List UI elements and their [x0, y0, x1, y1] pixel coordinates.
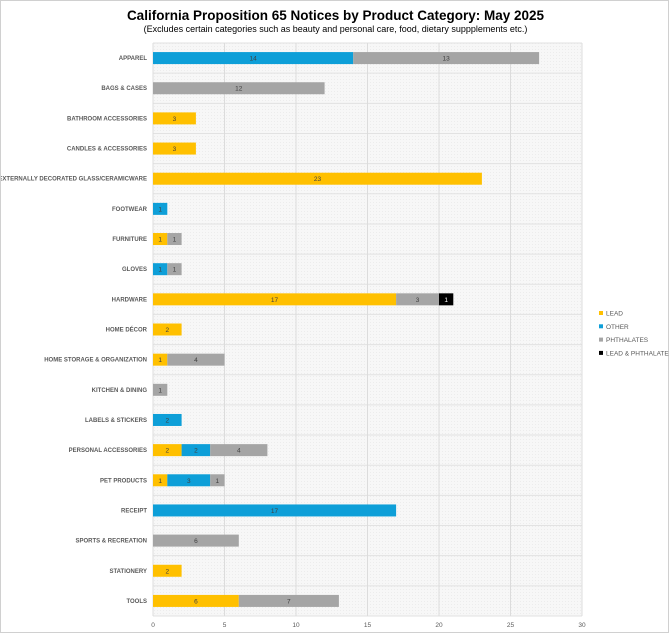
- bar-segment: [153, 413, 182, 426]
- data-label: 2: [165, 417, 169, 424]
- bar-segment: [153, 293, 397, 306]
- data-label: 6: [194, 538, 198, 545]
- category-label: LABELS & STICKERS: [85, 418, 147, 424]
- bar-segment: [167, 353, 225, 366]
- bar-segment: [210, 474, 225, 487]
- category-label: KITCHEN & DINING: [92, 388, 148, 394]
- bar-segment: [153, 112, 196, 125]
- bar-segment: [153, 504, 397, 517]
- bar-segment: [153, 534, 239, 547]
- bar-segment: [153, 52, 354, 65]
- category-label: APPAREL: [119, 56, 148, 62]
- bar-segment: [153, 142, 196, 155]
- data-label: 23: [314, 176, 322, 183]
- data-label: 2: [194, 448, 198, 455]
- legend-label: PHTHALATES: [606, 337, 649, 344]
- legend-label: LEAD: [606, 311, 623, 318]
- data-label: 3: [173, 116, 177, 123]
- bar-segment: [167, 233, 182, 246]
- data-label: 6: [194, 598, 198, 605]
- bar-segment: [153, 323, 182, 336]
- category-label: SPORTS & RECREATION: [75, 539, 147, 545]
- x-tick-label: 0: [151, 622, 155, 629]
- bar-segment: [153, 383, 168, 396]
- bar-segment: [153, 82, 325, 95]
- x-tick-label: 30: [578, 622, 586, 629]
- category-label: RECEIPT: [121, 508, 147, 514]
- chart-subtitle: (Excludes certain categories such as bea…: [143, 24, 528, 34]
- bar-segment: [153, 202, 168, 215]
- category-label: BATHROOM ACCESSORIES: [67, 116, 147, 122]
- data-label: 17: [271, 297, 279, 304]
- category-label: GLOVES: [122, 267, 147, 273]
- bar-segment: [353, 52, 540, 65]
- data-label: 12: [235, 86, 243, 93]
- data-label: 1: [158, 387, 162, 394]
- data-label: 2: [165, 448, 169, 455]
- category-label: CANDLES & ACCESSORIES: [67, 147, 147, 153]
- bar-segment: [153, 564, 182, 577]
- data-label: 3: [187, 478, 191, 485]
- data-label: 3: [416, 297, 420, 304]
- data-label: 1: [173, 267, 177, 274]
- legend-swatch: [599, 350, 603, 355]
- data-label: 1: [444, 297, 448, 304]
- category-label: STATIONERY: [109, 569, 147, 575]
- x-tick-label: 25: [507, 622, 515, 629]
- data-label: 2: [165, 327, 169, 334]
- category-label: PERSONAL ACCESSORIES: [69, 448, 147, 454]
- category-label: PET PRODUCTS: [100, 478, 147, 484]
- category-label: HARDWARE: [112, 297, 147, 303]
- legend-swatch: [599, 311, 603, 315]
- bar-segment: [153, 353, 168, 366]
- bar-segment: [153, 594, 239, 607]
- category-label: FOOTWEAR: [112, 207, 148, 213]
- data-label: 4: [237, 448, 241, 455]
- legend-swatch: [599, 324, 603, 329]
- bar-segment: [210, 444, 268, 457]
- x-tick-label: 5: [223, 622, 227, 629]
- data-label: 3: [173, 146, 177, 153]
- bar-segment: [153, 263, 168, 276]
- bar-segment: [181, 444, 211, 457]
- bar-segment: [153, 444, 182, 457]
- bar-segment: [153, 172, 482, 185]
- category-label: BAGS & CASES: [101, 86, 147, 92]
- data-label: 13: [443, 56, 451, 63]
- data-label: 1: [158, 267, 162, 274]
- data-label: 1: [216, 478, 220, 485]
- x-tick-label: 15: [364, 622, 372, 629]
- legend-label: LEAD & PHTHALATES: [606, 350, 669, 357]
- bar-segment: [167, 474, 211, 487]
- data-label: 1: [158, 357, 162, 364]
- x-tick-label: 10: [292, 622, 300, 629]
- data-label: 2: [165, 568, 169, 575]
- bar-segment: [238, 594, 339, 607]
- data-label: 14: [249, 56, 257, 63]
- bar-segment: [153, 233, 168, 246]
- bar-segment: [153, 474, 168, 487]
- category-label: EXTERNALLY DECORATED GLASS/CERAMICWARE: [1, 177, 147, 183]
- category-label: FURNITURE: [112, 237, 147, 243]
- data-label: 1: [158, 478, 162, 485]
- data-label: 7: [287, 598, 291, 605]
- data-label: 1: [173, 237, 177, 244]
- bar-segment: [167, 263, 182, 276]
- category-label: TOOLS: [126, 599, 147, 605]
- data-label: 17: [271, 508, 279, 515]
- legend-label: OTHER: [606, 324, 629, 331]
- category-label: HOME STORAGE & ORGANIZATION: [44, 358, 147, 364]
- x-tick-label: 20: [435, 622, 443, 629]
- category-label: HOME DÉCOR: [106, 326, 148, 334]
- bar-segment: [396, 293, 439, 306]
- chart-title: California Proposition 65 Notices by Pro…: [126, 8, 545, 23]
- data-label: 4: [194, 357, 198, 364]
- data-label: 1: [158, 237, 162, 244]
- legend-swatch: [599, 337, 603, 342]
- data-label: 1: [158, 206, 162, 213]
- bar-segment: [439, 293, 454, 306]
